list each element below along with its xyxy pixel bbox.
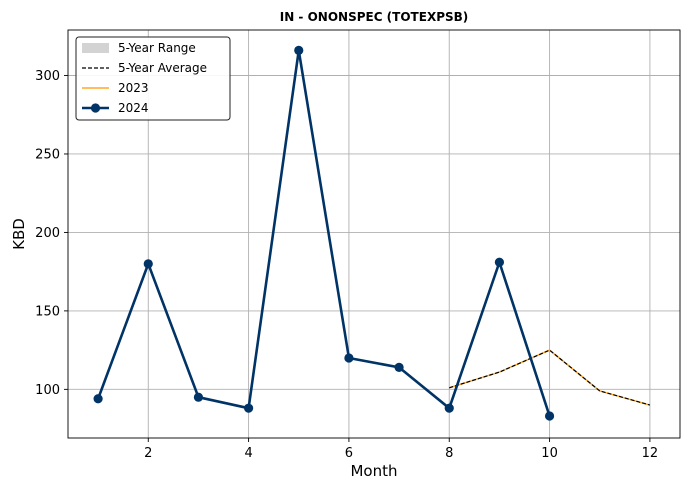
data-point-2024 <box>344 353 354 363</box>
chart-title: IN - ONONSPEC (TOTEXPSB) <box>280 10 469 24</box>
x-tick-label: 10 <box>541 446 558 461</box>
data-point-2024 <box>193 392 204 402</box>
data-point-2024 <box>444 403 454 413</box>
x-tick-label: 8 <box>445 446 453 461</box>
data-point-2024 <box>294 45 304 56</box>
plot-frame <box>67 29 681 439</box>
data-point-2024 <box>394 362 404 372</box>
y-tick-label: 200 <box>35 226 60 241</box>
x-tick-label: 4 <box>244 446 252 461</box>
x-tick-label: 2 <box>144 446 152 461</box>
y-tick-label: 250 <box>35 147 60 162</box>
data-point-2024 <box>544 411 555 421</box>
series-layer <box>93 45 651 421</box>
x-tick-label: 6 <box>345 446 353 461</box>
series-line-5-year-average <box>449 349 651 406</box>
x-tick-label: 12 <box>642 446 659 461</box>
data-point-2024 <box>243 403 254 413</box>
legend-label-5-year-average: 5-Year Average <box>118 61 207 75</box>
data-point-2024 <box>93 394 103 404</box>
legend: 5-Year Range 5-Year Average 2023 2024 <box>75 36 231 121</box>
legend-label-2023: 2023 <box>118 81 149 95</box>
data-point-2024 <box>143 259 153 269</box>
legend-label-5-year-range: 5-Year Range <box>118 41 196 55</box>
grid-lines <box>68 30 680 438</box>
legend-marker-2024 <box>90 103 101 113</box>
axes-layer: 2 4 6 8 10 12 100 150 200 250 300 <box>35 29 681 461</box>
legend-box <box>75 36 231 121</box>
legend-label-2024: 2024 <box>118 101 149 115</box>
data-point-2024 <box>494 257 505 267</box>
y-tick-label: 300 <box>35 69 60 84</box>
x-axis-label: Month <box>350 462 397 480</box>
series-line-2024 <box>96 49 551 417</box>
y-tick-label: 150 <box>35 304 60 319</box>
y-axis-label: KBD <box>10 218 28 250</box>
y-tick-label: 100 <box>35 383 60 398</box>
legend-swatch-5-year-range <box>82 43 109 53</box>
